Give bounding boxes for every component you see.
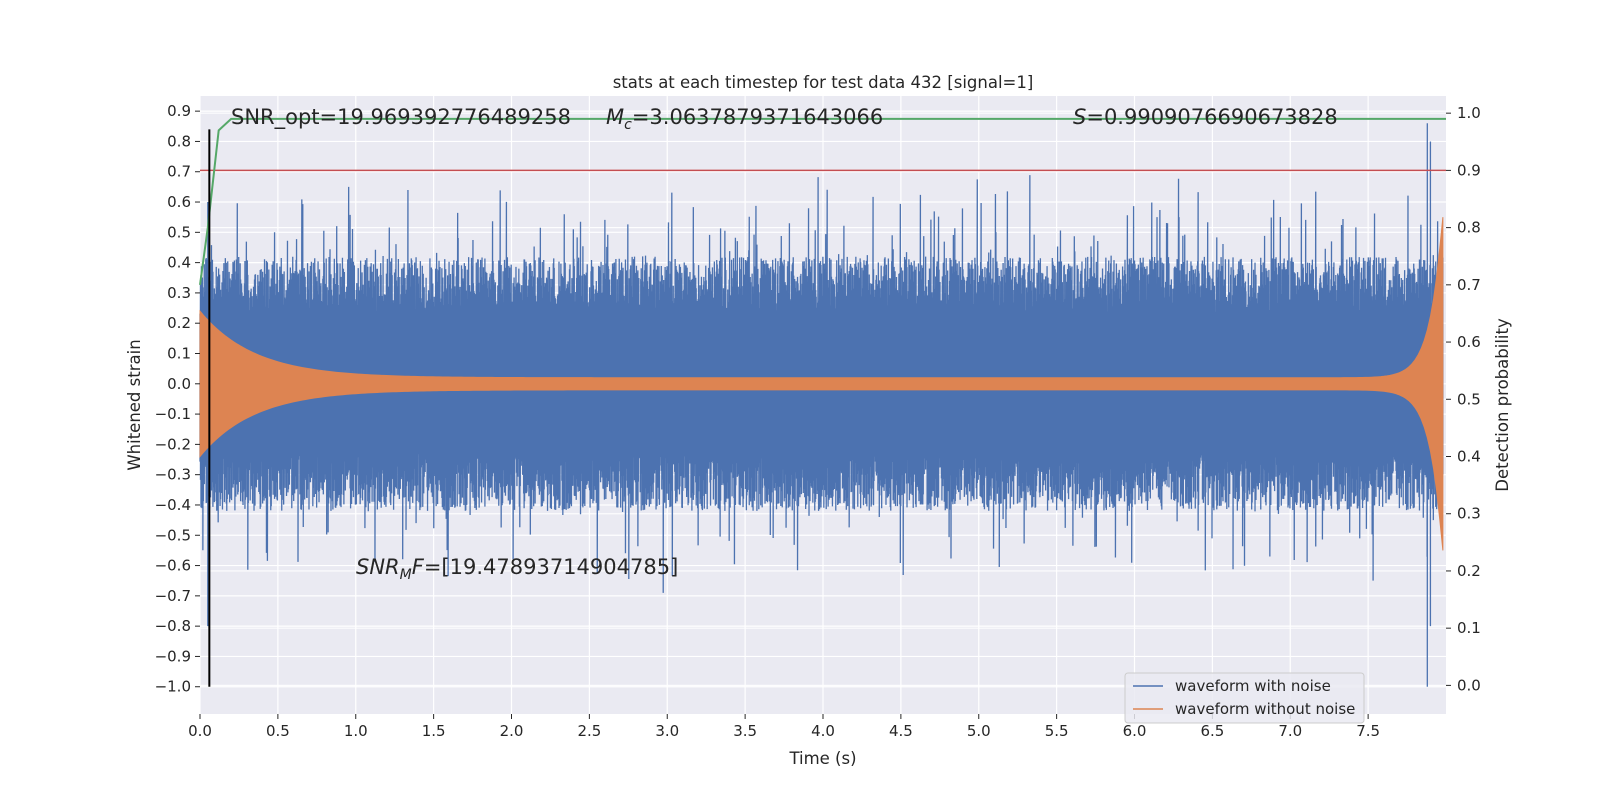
x-tick-label: 0.0	[188, 722, 212, 740]
snr-mf-subscript: M	[400, 567, 412, 583]
y-tick-label: −0.4	[155, 496, 191, 514]
y2-tick-label: 0.8	[1457, 219, 1481, 237]
y-tick-label: −1.0	[155, 678, 191, 696]
y2-tick-label: 0.2	[1457, 562, 1481, 580]
detection-probability-line	[199, 117, 1446, 285]
annotation-chirp-mass: Mc=3.0637879371643066	[606, 105, 883, 133]
x-axis-label: Time (s)	[788, 749, 856, 768]
chirp-mass-subscript: c	[624, 117, 632, 133]
y-tick-label: 0.9	[167, 102, 191, 120]
right-axis-ticks: 1.0 0.9 0.8 0.7 0.6 0.5 0.4 0.3 0.2 0.1 0.0	[1446, 104, 1481, 694]
y-tick-label: 0.0	[167, 375, 191, 393]
s-symbol: S	[1073, 105, 1086, 129]
y2-tick-label: 0.6	[1457, 333, 1481, 351]
x-tick-label: 7.5	[1356, 722, 1380, 740]
x-tick-label: 3.5	[733, 722, 757, 740]
y-tick-label: 0.4	[167, 254, 191, 272]
plot-area	[199, 117, 1446, 687]
y-tick-label: 0.8	[167, 132, 191, 150]
y-tick-label: −0.1	[155, 405, 191, 423]
y-tick-label: −0.5	[155, 526, 191, 544]
y2-tick-label: 0.3	[1457, 505, 1481, 523]
legend-label-clean: waveform without noise	[1175, 700, 1355, 718]
annotation-snr-opt: SNR_opt=19.969392776489258	[231, 105, 571, 130]
x-tick-label: 5.5	[1045, 722, 1069, 740]
x-tick-label: 2.5	[577, 722, 601, 740]
y2-tick-label: 0.0	[1457, 676, 1481, 694]
y2-axis-label: Detection probability	[1493, 318, 1512, 492]
x-tick-label: 5.0	[967, 722, 991, 740]
y-axis-label: Whitened strain	[125, 339, 144, 470]
y-tick-label: −0.8	[155, 617, 191, 635]
y-tick-label: −0.2	[155, 435, 191, 453]
annotation-snr-mf: SNRMF=[19.47893714904785]	[356, 555, 678, 583]
y2-tick-label: 0.4	[1457, 448, 1481, 466]
y2-tick-label: 0.9	[1457, 161, 1481, 179]
legend-box	[1124, 672, 1365, 724]
y-tick-label: −0.9	[155, 647, 191, 665]
y-tick-label: −0.7	[155, 587, 191, 605]
x-tick-label: 3.0	[655, 722, 679, 740]
y-tick-label: 0.1	[167, 345, 191, 363]
x-tick-label: 6.5	[1200, 722, 1224, 740]
waveform-without-noise-area	[199, 217, 1444, 551]
y-tick-label: 0.5	[167, 223, 191, 241]
y2-tick-label: 0.7	[1457, 276, 1481, 294]
y-tick-label: 0.7	[167, 163, 191, 181]
x-tick-label: 7.0	[1278, 722, 1302, 740]
y2-tick-label: 1.0	[1457, 104, 1481, 122]
chirp-mass-symbol: M	[606, 105, 624, 129]
y-tick-label: −0.6	[155, 557, 191, 575]
annotation-s: S=0.9909076690673828	[1073, 105, 1338, 129]
legend-label-noise: waveform with noise	[1175, 677, 1331, 695]
s-value: =0.9909076690673828	[1086, 105, 1337, 129]
x-tick-label: 0.5	[266, 722, 290, 740]
legend: waveform with noise waveform without noi…	[1124, 672, 1365, 724]
x-tick-label: 6.0	[1123, 722, 1147, 740]
left-axis-ticks: 0.9 0.8 0.7 0.6 0.5 0.4 0.3 0.2 0.1 0.0 −0.1 −0.2 −0…	[155, 102, 200, 696]
x-tick-label: 4.0	[811, 722, 835, 740]
y2-tick-label: 0.5	[1457, 390, 1481, 408]
x-tick-label: 4.5	[889, 722, 913, 740]
snr-mf-value: =[19.47893714904785]	[424, 555, 678, 579]
y-tick-label: 0.6	[167, 193, 191, 211]
y2-tick-label: 0.1	[1457, 619, 1481, 637]
snr-mf-f: F	[412, 555, 425, 579]
x-tick-label: 2.0	[500, 722, 524, 740]
snr-mf-symbol: SNR	[356, 555, 400, 579]
x-axis-ticks: 0.0 0.5 1.0 1.5 2.0 2.5 3.0 3.5 4.0 4.5 5.0 5.5 6.0 6…	[188, 714, 1380, 740]
y-tick-label: 0.2	[167, 314, 191, 332]
chirp-mass-value: =3.0637879371643066	[632, 105, 883, 129]
chart-title: stats at each timestep for test data 432…	[613, 73, 1034, 92]
x-tick-label: 1.5	[422, 722, 446, 740]
x-tick-label: 1.0	[344, 722, 368, 740]
y-tick-label: −0.3	[155, 466, 191, 484]
y-tick-label: 0.3	[167, 284, 191, 302]
